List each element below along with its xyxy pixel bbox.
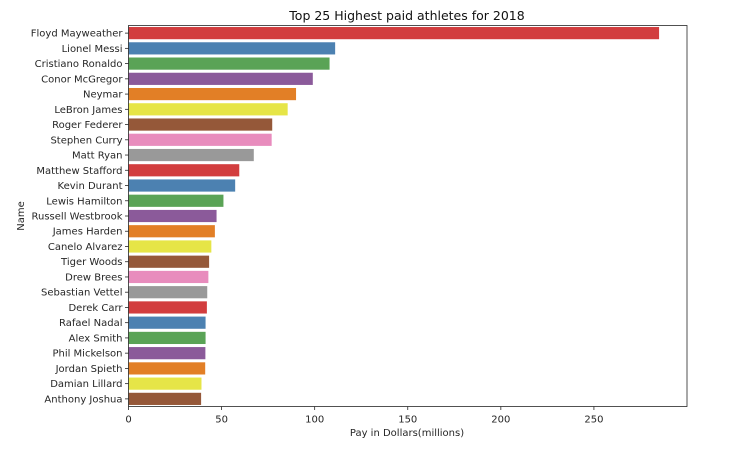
- y-tick-label: Neymar: [83, 90, 123, 101]
- x-tick-label: 50: [215, 415, 228, 426]
- y-tick-label: Drew Brees: [65, 272, 122, 283]
- y-tick-label: Phil Mickelson: [52, 349, 122, 360]
- x-tick-label: 250: [584, 415, 603, 426]
- bar: [128, 133, 272, 146]
- bar: [128, 179, 236, 192]
- y-tick-label: Conor McGregor: [41, 74, 123, 85]
- bar: [128, 57, 330, 70]
- y-ticks-layer: Floyd Mayweather Lionel Messi Cristiano Ro…: [31, 29, 129, 405]
- y-tick-label: Anthony Joshua: [44, 394, 122, 405]
- bar: [128, 164, 240, 177]
- bar: [128, 225, 215, 238]
- x-tick-label: 100: [305, 415, 324, 426]
- bar: [128, 347, 206, 360]
- bar: [128, 240, 212, 253]
- y-tick-label: Jordan Spieth: [55, 364, 123, 375]
- y-tick-label: Sebastian Vettel: [41, 288, 123, 299]
- y-axis-label: Name: [16, 201, 27, 231]
- bar: [128, 209, 217, 223]
- y-tick-label: Canelo Alvarez: [48, 242, 123, 253]
- bar: [128, 255, 210, 268]
- bars-layer: [128, 27, 660, 405]
- y-tick-label: James Harden: [52, 227, 123, 238]
- x-tick-label: 200: [491, 415, 510, 426]
- y-tick-label: Rafael Nadal: [59, 318, 122, 329]
- bar: [128, 331, 206, 345]
- bar: [128, 392, 202, 405]
- y-tick-label: Roger Federer: [52, 120, 123, 131]
- bar: [128, 72, 313, 85]
- x-axis-label: Pay in Dollars(millions): [350, 428, 464, 439]
- y-tick-label: Matt Ryan: [72, 151, 123, 162]
- y-tick-label: Matthew Stafford: [36, 166, 122, 177]
- y-tick-label: Stephen Curry: [50, 135, 122, 146]
- bar: [128, 118, 273, 131]
- plot-frame: [128, 25, 688, 407]
- x-tick-label: 150: [398, 415, 417, 426]
- bar: [128, 194, 224, 207]
- bar: [128, 362, 206, 375]
- y-tick-label: Lionel Messi: [62, 44, 123, 55]
- y-tick-label: Kevin Durant: [58, 181, 123, 192]
- chart-title: Top 25 Highest paid athletes for 2018: [288, 8, 524, 23]
- y-tick-label: Damian Lillard: [50, 379, 122, 390]
- y-tick-label: Tiger Woods: [60, 257, 122, 268]
- bar: [128, 286, 208, 299]
- x-ticks-layer: 0 50 100 150 200 250: [125, 406, 603, 426]
- bar: [128, 377, 202, 390]
- bar: [128, 42, 336, 55]
- y-tick-label: Alex Smith: [69, 333, 123, 344]
- bar: [128, 301, 207, 314]
- y-tick-label: Cristiano Ronaldo: [35, 59, 123, 70]
- y-tick-label: Derek Carr: [68, 303, 123, 314]
- bar: [128, 27, 660, 40]
- bar: [128, 103, 288, 116]
- y-tick-label: Floyd Mayweather: [31, 29, 124, 40]
- bar: [128, 316, 206, 329]
- bar: [128, 148, 254, 162]
- bar: [128, 87, 297, 101]
- y-tick-label: Lewis Hamilton: [46, 196, 122, 207]
- y-tick-label: LeBron James: [54, 105, 122, 116]
- x-tick-label: 0: [125, 415, 131, 426]
- bar: [128, 270, 209, 284]
- y-tick-label: Russell Westbrook: [32, 212, 123, 223]
